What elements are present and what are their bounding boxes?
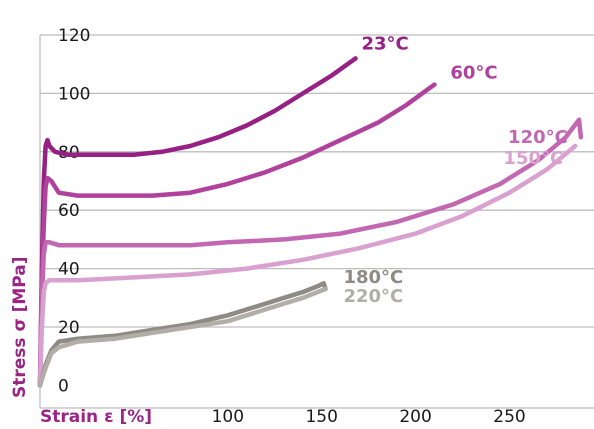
x-axis-title: Strain ε [%] — [40, 407, 152, 427]
x-tick-200: 200 — [399, 407, 431, 427]
x-tick-150: 150 — [305, 407, 337, 427]
series-label-5: 220°C — [343, 286, 403, 307]
series-label-3: 150°C — [503, 148, 563, 169]
y-tick-100: 100 — [58, 84, 90, 104]
series-line-2 — [37, 117, 584, 388]
y-tick-40: 40 — [58, 260, 80, 280]
series-label-4: 180°C — [343, 267, 403, 288]
series-label-0: 23°C — [361, 33, 408, 54]
grid-layer — [40, 34, 594, 328]
y-tick-20: 20 — [58, 318, 80, 338]
y-axis-title: Stress σ [MPa] — [10, 256, 30, 398]
series-label-2: 120°C — [508, 127, 568, 148]
series-line-0 — [37, 56, 358, 388]
series-lines — [37, 56, 584, 388]
series-line-4 — [37, 280, 328, 388]
y-tick-120: 120 — [58, 26, 90, 46]
y-tick-0: 0 — [58, 376, 69, 396]
y-tick-60: 60 — [58, 201, 80, 221]
x-tick-250: 250 — [493, 407, 525, 427]
series-line-3 — [37, 143, 578, 388]
series-label-1: 60°C — [450, 63, 497, 84]
series-line-5 — [37, 286, 328, 388]
x-tick-100: 100 — [212, 407, 244, 427]
series-line-1 — [37, 82, 437, 388]
axis-layer — [39, 35, 594, 409]
x-tick-labels: 100 150 200 250 — [212, 407, 526, 427]
